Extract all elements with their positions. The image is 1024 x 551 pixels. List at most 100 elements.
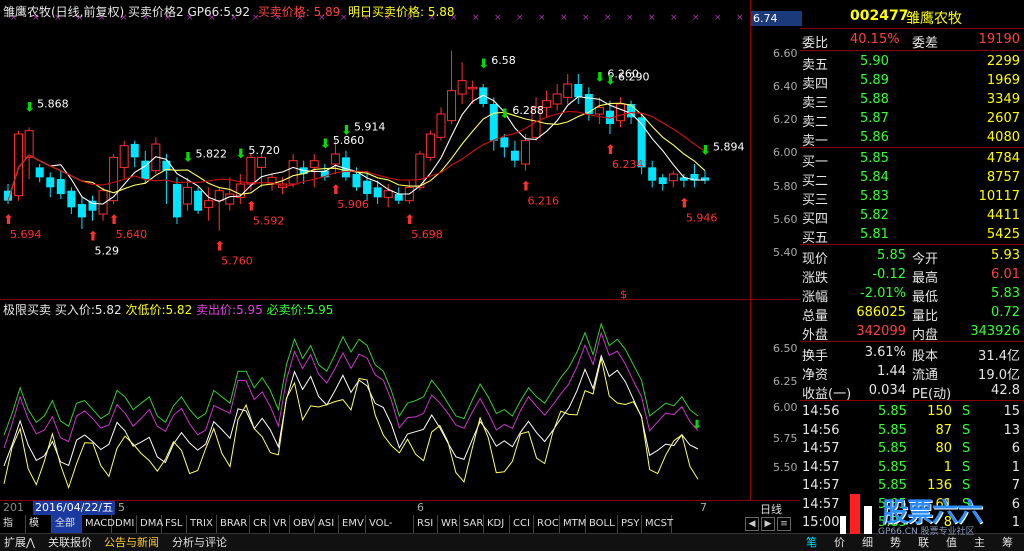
order-label: 卖一 <box>802 134 829 149</box>
order-label: 卖四 <box>802 77 829 92</box>
indicator-tab[interactable]: ROC <box>534 515 560 533</box>
indicator-tab[interactable]: BOLL <box>586 515 618 533</box>
expand-icon[interactable]: ≡ <box>777 517 791 531</box>
buy-price-line <box>3 354 699 467</box>
buy-order-row: 买五 5.81 5425 <box>800 225 1024 246</box>
sidebar-tab[interactable]: 筹 <box>1002 536 1013 549</box>
quote-value: -0.12 <box>872 267 906 282</box>
indicator-lines[interactable]: ⬇ <box>0 300 750 500</box>
candle-body <box>500 137 509 148</box>
indicator-tab[interactable]: BRAR <box>217 515 250 533</box>
sell-price-line <box>3 331 699 449</box>
indicator-tab[interactable]: DMA <box>137 515 163 533</box>
sidebar-tab[interactable]: 主 <box>974 536 985 549</box>
signal-mark: × <box>186 13 194 23</box>
indicator-tab[interactable]: SAR <box>460 515 484 533</box>
candle-body <box>14 133 24 197</box>
candle-body <box>183 186 193 205</box>
second-low-line <box>3 358 699 490</box>
bottom-tab-extend[interactable]: 扩展⋀ <box>4 536 36 549</box>
price-axis: 6.74 6.60 6.40 6.20 6.00 5.80 5.60 5.40 <box>750 0 802 300</box>
sell-arrow-icon: ⬆ <box>214 240 225 255</box>
candle-body <box>447 90 457 122</box>
candle <box>246 154 256 191</box>
scroll-right-icon[interactable]: ▶ <box>761 517 775 531</box>
indicator-tab[interactable]: MCST <box>642 515 673 533</box>
tick-count: 13 <box>1003 422 1020 438</box>
candle-body <box>436 113 446 138</box>
candle <box>679 174 688 188</box>
period-button[interactable]: 日线 <box>760 503 782 516</box>
fund-value: 0.034 <box>868 383 906 398</box>
bottom-tab-related[interactable]: 关联报价 <box>48 536 92 549</box>
sell-order-row: 卖五 5.90 2299 <box>800 52 1024 73</box>
candle-body <box>679 177 688 181</box>
selected-date[interactable]: 2016/04/22/五 <box>33 501 116 515</box>
sidebar-tab[interactable]: 笔 <box>806 536 817 549</box>
bottom-tab-analysis[interactable]: 分析与评论 <box>172 536 227 549</box>
candle <box>701 170 709 185</box>
watermark-chart-icon <box>840 494 872 534</box>
indicator-tab[interactable]: 指标 <box>0 515 26 547</box>
indicator-tab[interactable]: EMV <box>339 515 366 533</box>
tick-price: 5.85 <box>878 422 907 438</box>
indicator-tab[interactable]: 全部 <box>52 515 82 533</box>
tick-row: 14:56 5.85 150 S 15 <box>800 402 1024 422</box>
order-price: 5.82 <box>860 208 889 223</box>
fund-label: 换手 <box>802 349 829 364</box>
sidebar-tab[interactable]: 值 <box>946 536 957 549</box>
candle <box>4 184 12 205</box>
price-annotation: 5.640 <box>116 228 148 241</box>
indicator-tab[interactable]: OBV <box>290 515 315 533</box>
price-tick: 6.20 <box>773 113 798 126</box>
quote-row: 外盘 342099 内盘 343926 <box>800 322 1024 343</box>
indicator-tab[interactable]: TRIX <box>187 515 217 533</box>
date-axis: 201 2016/04/22/五 5 6 7 日线 <box>0 500 800 516</box>
indicator-tab[interactable]: FSL <box>162 515 187 533</box>
sidebar-tab[interactable]: 联 <box>918 536 929 549</box>
indicator-tab[interactable]: WR <box>438 515 460 533</box>
tick-count: 15 <box>1003 404 1020 419</box>
sidebar-tab[interactable]: 细 <box>862 536 873 549</box>
candle-body <box>309 160 319 168</box>
indicator-tab[interactable]: MACD <box>82 515 115 533</box>
indicator-tab[interactable]: DMI <box>112 515 137 533</box>
candle-body <box>256 156 266 168</box>
tick-price: 5.85 <box>878 478 907 493</box>
candle <box>194 187 203 215</box>
tick-row: 14:57 5.85 136 S 7 <box>800 476 1024 496</box>
candle <box>225 177 235 211</box>
bottom-tab-news[interactable]: 公告与新闻 <box>104 536 159 549</box>
indicator-tab[interactable]: KDJ <box>484 515 510 533</box>
indicator-tab[interactable]: VR <box>270 515 290 533</box>
main-kline-chart[interactable]: × × × × × × × × × × × × × × × × × × × × × × × × × × × × × × × × × × ⬇ 5.868… <box>0 0 750 301</box>
signal-mark: × <box>626 13 634 23</box>
indicator-tab[interactable]: MTM <box>560 515 586 533</box>
indicator-chart[interactable]: ⬇ <box>0 300 750 500</box>
candle <box>394 187 403 205</box>
candle <box>436 107 446 141</box>
ind-buy-label: 买入价: <box>54 303 95 317</box>
order-label: 卖二 <box>802 115 829 130</box>
indicator-tab[interactable]: RSI <box>414 515 438 533</box>
buy-arrow-icon: ⬇ <box>478 57 489 72</box>
candle <box>500 134 509 158</box>
sidebar-tab[interactable]: 价 <box>834 536 845 549</box>
candlestick-chart[interactable]: × × × × × × × × × × × × × × × × × × × × × × × × × × × × × × × × × ×⬇ 5.868… <box>0 0 750 301</box>
candle-body <box>77 204 86 218</box>
candle-body <box>648 167 657 181</box>
scroll-left-icon[interactable]: ◀ <box>745 517 759 531</box>
date-axis-stub: 201 <box>3 501 24 514</box>
signal-mark: × <box>98 13 106 23</box>
candle-body <box>320 170 329 178</box>
indicator-tab[interactable]: PSY <box>618 515 642 533</box>
indicator-tab[interactable]: VOL-TDX <box>366 515 414 547</box>
indicator-tab[interactable]: CR <box>250 515 270 533</box>
order-price: 5.83 <box>860 189 889 204</box>
tick-side: S <box>962 496 971 512</box>
indicator-tab[interactable]: CCI <box>510 515 534 533</box>
indicator-tab[interactable]: ASI <box>315 515 339 533</box>
indicator-tab[interactable]: 模板 <box>26 515 52 547</box>
sidebar-tab[interactable]: 势 <box>890 536 901 549</box>
signal-mark: × <box>604 13 612 23</box>
